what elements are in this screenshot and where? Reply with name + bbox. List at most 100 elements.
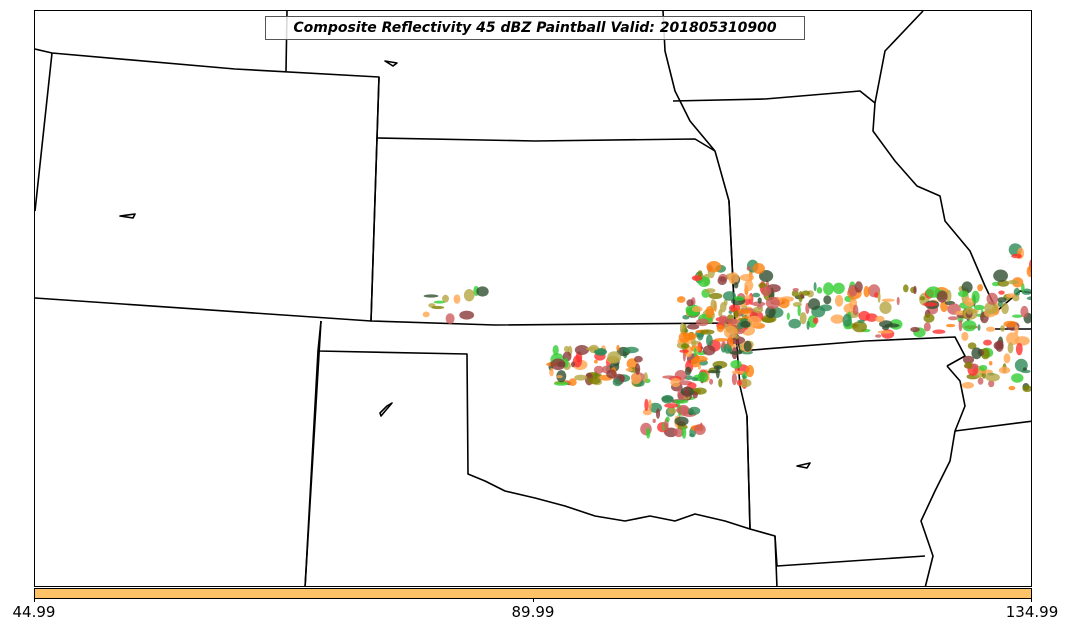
paintball-blob (986, 292, 998, 305)
paintball-blob (593, 365, 604, 374)
paintball-blob (757, 297, 762, 304)
paintball-blob (813, 282, 817, 292)
paintball-blob (806, 320, 810, 330)
map-panel: Composite Reflectivity 45 dBZ Paintball … (34, 10, 1032, 587)
paintball-blob (1026, 265, 1031, 278)
paintball-blob (681, 426, 687, 439)
paintball-blob (423, 294, 439, 298)
paintball-blob (786, 312, 790, 320)
paintball-blob (664, 403, 679, 408)
paintball-blob (882, 325, 889, 331)
map-canvas (35, 11, 1031, 586)
paintball-blob (765, 306, 776, 319)
paintball-blob (877, 291, 881, 303)
paintball-blob (947, 316, 959, 321)
paintball-blob (842, 313, 852, 327)
paintball-blob (813, 317, 819, 324)
paintball-blob (743, 340, 752, 352)
paintball-blob (1013, 287, 1021, 297)
paintball-blob (932, 329, 946, 334)
paintball-blob (665, 416, 670, 423)
paintball-blob (442, 294, 449, 303)
paintball-echoes (422, 243, 1031, 439)
paintball-blob (695, 318, 709, 327)
paintball-blob (747, 315, 762, 327)
paintball-blob (702, 345, 716, 356)
paintball-blob (792, 302, 802, 307)
paintball-blob (962, 320, 977, 332)
paintball-blob (816, 287, 823, 294)
paintball-blob (875, 315, 885, 323)
paintball-blob (964, 361, 973, 369)
paintball-blob (549, 368, 554, 377)
paintball-blob (857, 319, 865, 323)
paintball-blob (691, 306, 703, 313)
paintball-blob (738, 378, 752, 388)
paintball-blob (706, 261, 722, 273)
paintball-blob (1000, 325, 1006, 332)
paintball-blob (723, 291, 736, 301)
paintball-blob (574, 374, 588, 381)
paintball-blob (923, 313, 935, 323)
paintball-blob (574, 345, 590, 355)
paintball-blob (919, 296, 926, 301)
paintball-blob (729, 351, 743, 355)
paintball-blob (752, 306, 764, 313)
paintball-blob (985, 373, 1000, 382)
paintball-blob (979, 364, 988, 371)
colorbar-tick-label-max: 134.99 (1005, 603, 1059, 621)
paintball-blob (688, 406, 701, 415)
paintball-blob (985, 326, 996, 332)
paintball-blob (676, 296, 686, 303)
paintball-blob (965, 306, 973, 315)
state-boundary-wyoming (35, 48, 380, 322)
paintball-blob (834, 294, 844, 307)
paintball-blob (728, 337, 734, 346)
paintball-blob (683, 332, 697, 341)
paintball-blob (667, 407, 677, 415)
paintball-blob (993, 341, 1004, 350)
paintball-blob (737, 309, 752, 314)
colorbar-tick-label-mid: 89.99 (511, 603, 555, 621)
paintball-blob (730, 336, 746, 345)
paintball-blob (679, 349, 689, 353)
paintball-blob (745, 365, 755, 378)
paintball-blob (433, 300, 445, 304)
paintball-blob (945, 289, 952, 302)
paintball-blob (463, 289, 475, 302)
paintball-blob (709, 378, 714, 385)
state-boundary-kansas (370, 137, 736, 326)
paintball-blob (606, 369, 617, 379)
paintball-blob (881, 298, 895, 302)
paintball-blob (718, 378, 723, 388)
paintball-blob (1020, 305, 1029, 318)
paintball-blob (819, 304, 833, 312)
paintball-blob (797, 305, 801, 317)
paintball-blob (642, 408, 652, 416)
paintball-blob (655, 408, 661, 419)
paintball-blob (1006, 332, 1020, 346)
paintball-blob (733, 282, 739, 289)
paintball-blob (693, 347, 697, 357)
paintball-blob (618, 374, 625, 382)
paintball-blob (923, 302, 938, 307)
paintball-blob (697, 332, 704, 341)
paintball-blob (697, 270, 703, 277)
paintball-blob (961, 382, 975, 389)
paintball-blob (422, 311, 430, 318)
paintball-blob (925, 286, 941, 298)
paintball-blob (687, 323, 700, 330)
paintball-blob (718, 315, 729, 325)
paintball-blob (863, 285, 870, 298)
paintball-blob (759, 270, 774, 282)
paintball-blob (788, 318, 801, 329)
paintball-blob (1012, 314, 1023, 318)
paintball-blob (723, 325, 738, 339)
paintball-blob (913, 285, 917, 295)
paintball-blob (707, 370, 721, 374)
paintball-blob (662, 375, 676, 379)
colorbar-tick (1031, 598, 1032, 602)
colorbar-tick (533, 598, 534, 602)
paintball-blob (1014, 325, 1019, 335)
paintball-blob (761, 286, 772, 297)
